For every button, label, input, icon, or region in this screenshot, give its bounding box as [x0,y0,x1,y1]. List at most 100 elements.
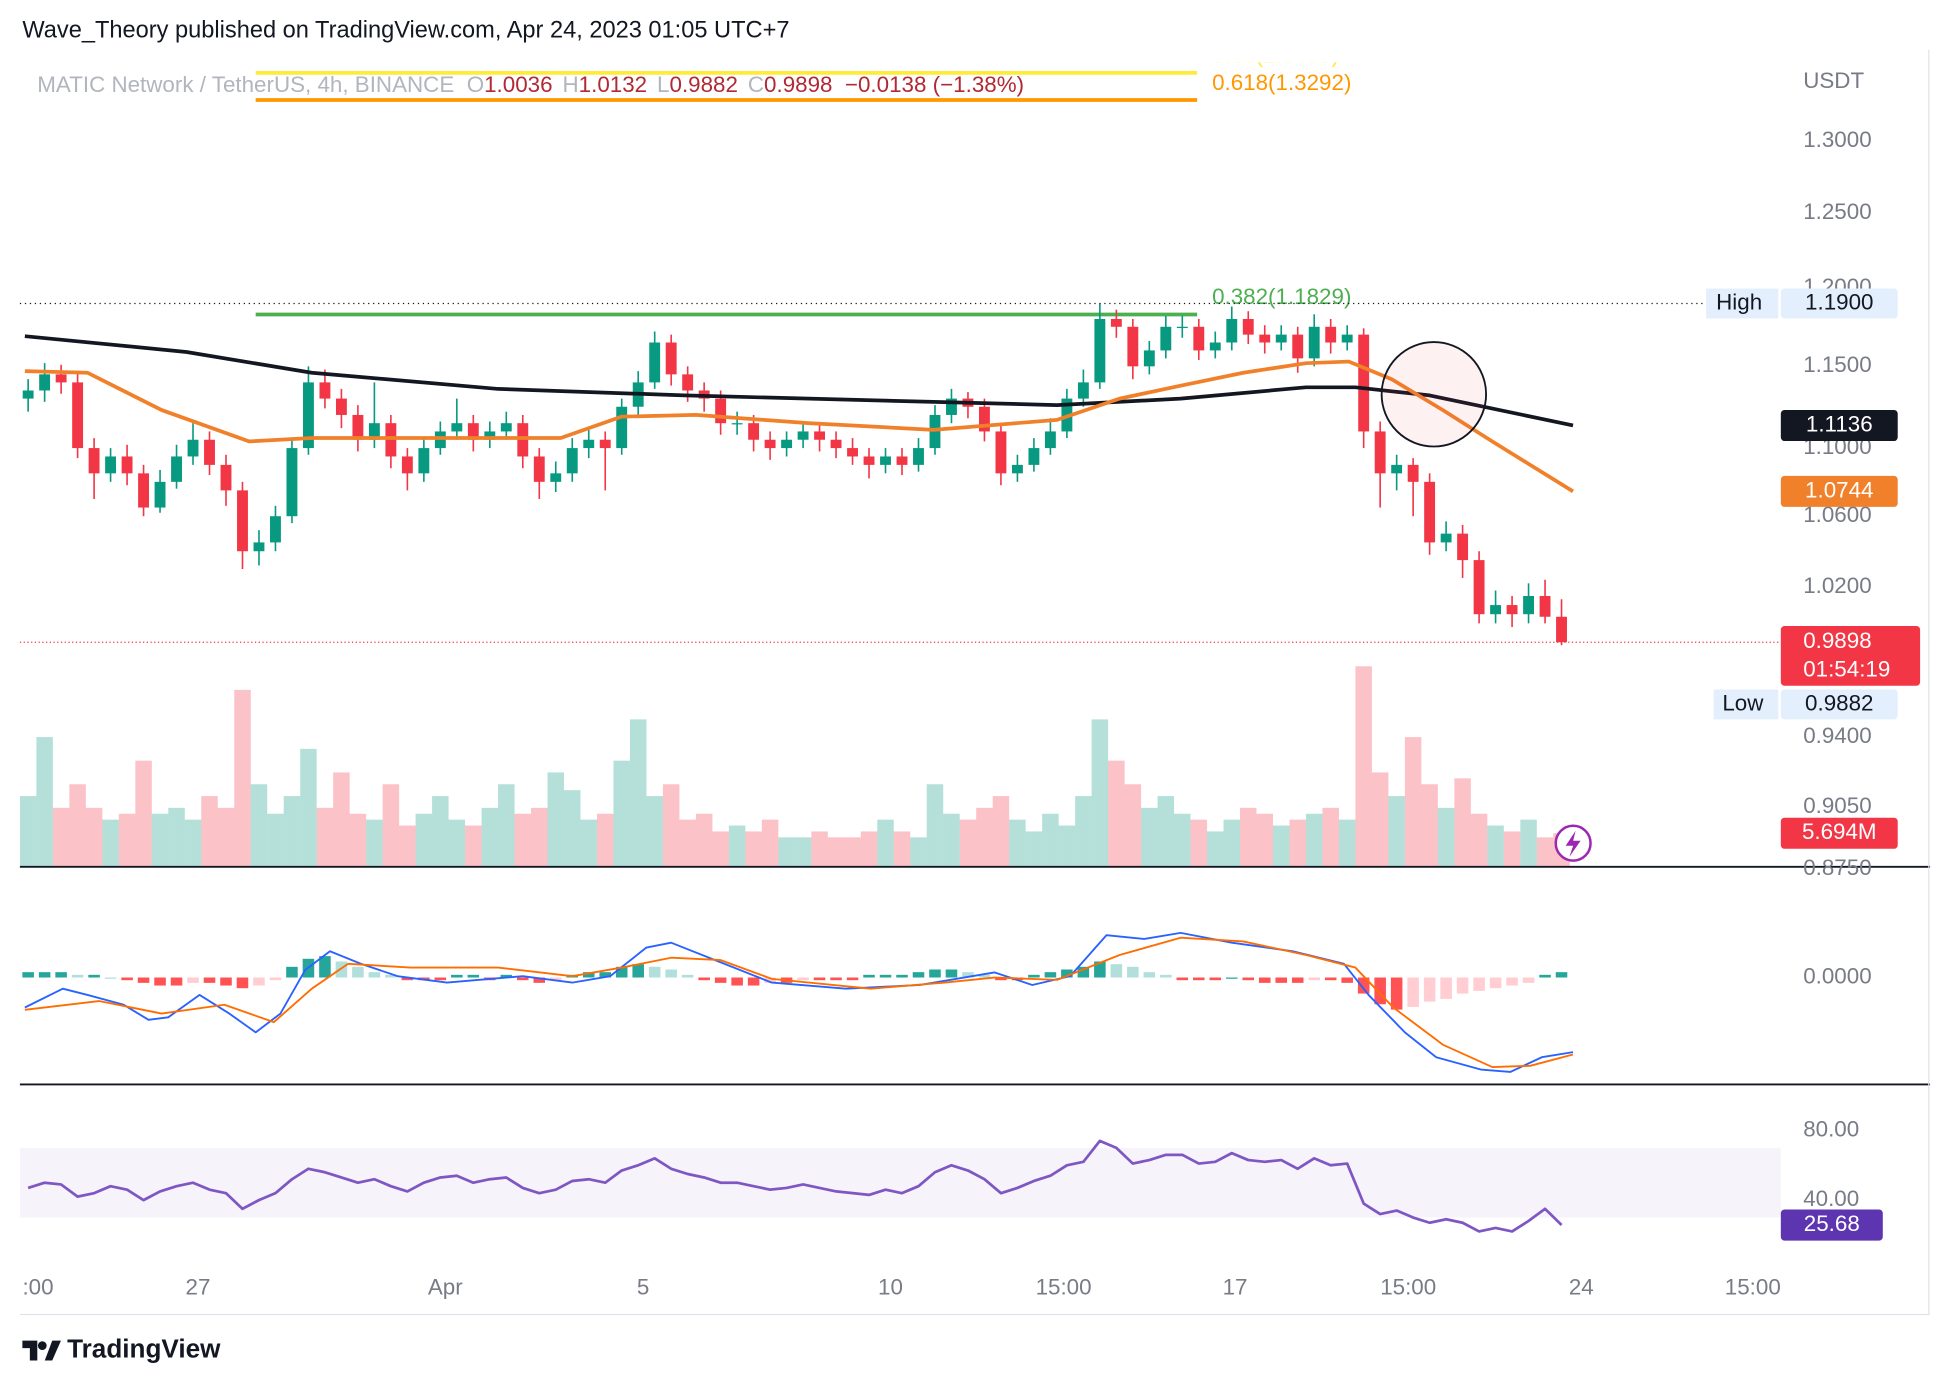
volume-bar [811,831,828,867]
indicator-line [24,936,1574,1068]
candle-body [1424,481,1436,543]
label-bg [1713,689,1779,720]
macd-histogram-bar [1374,977,1386,1005]
macd-histogram-bar [863,974,875,978]
candle-body [451,423,463,432]
macd-histogram-bar [945,969,958,978]
ma-label-bg [1780,409,1898,442]
volume-bar [52,807,70,867]
macd-histogram-bar [846,977,859,981]
volume-bar [1338,819,1356,867]
volume-bar [514,813,532,867]
macd-histogram-bar [995,977,1007,981]
candle-body [665,342,677,375]
candle-body [39,374,51,391]
ma-last-value: 1.1136 [1806,411,1873,436]
volume-bar [1536,837,1554,867]
candle-body [1193,326,1205,351]
volume-bar [564,790,581,867]
volume-bar [992,796,1010,867]
volume-bar [1141,807,1158,867]
volume-bar [1042,813,1059,867]
candle-body [1391,464,1403,474]
ma-last-value: 1.0744 [1805,477,1873,502]
x-tick-label: 17 [1223,1274,1248,1299]
macd-histogram-bar [467,974,480,978]
macd-histogram-bar [533,977,546,983]
volume-bar [1371,772,1389,867]
volume-bar [613,760,630,867]
candle-body [715,398,727,424]
candle-body [1176,326,1188,329]
candle-body [748,423,760,440]
macd-histogram-bar [698,977,710,981]
legend-item: O [467,72,484,97]
volume-bar [1487,825,1504,867]
volume-bar [1223,819,1241,867]
x-tick-label: 15:00 [1380,1274,1436,1299]
macd-histogram-bar [681,974,694,978]
price-pane: 0.65(1.3490)0.618(1.3292) 0.382(1.1829) [19,62,1574,867]
volume-bar [1157,796,1175,867]
macd-histogram-bar [286,966,298,978]
candle-body [1110,318,1122,327]
candle-body [1539,595,1551,617]
close-label-bg [1780,626,1921,686]
macd-histogram-bar [1028,974,1040,978]
legend-item: 1.0132 [579,72,647,97]
volume-bar [959,819,977,867]
indicator-line [27,1139,1563,1233]
x-tick-label: 15:00 [1725,1274,1781,1299]
volume-bar [1437,807,1455,867]
candle-body [204,439,215,465]
macd-histogram-bar [22,972,34,978]
candle-body [616,406,628,449]
candle-body [1440,533,1452,543]
label-bg [1780,689,1898,720]
volume-bar [1240,807,1257,867]
fib-label: 0.618(1.3292) [1212,70,1351,95]
candle-body [814,431,826,440]
macd-histogram-bar [632,964,644,978]
candle-body [302,382,314,449]
macd-histogram-bar [137,977,150,983]
candle-body [1374,431,1386,474]
macd-histogram-bar [582,972,595,978]
candle-body [797,431,809,440]
macd-histogram-bar [335,961,348,978]
macd-histogram-bar [648,966,661,978]
macd-histogram-bar [236,977,249,989]
volume-bar [1322,807,1339,867]
macd-histogram-bar [1044,972,1057,978]
macd-histogram-bar [71,974,84,978]
candle-body [995,431,1007,474]
macd-histogram-bar [1077,966,1090,978]
legend-item: −0.0138 (−1.38%) [845,72,1024,97]
volume-bar [926,784,944,867]
macd-histogram-bar [929,969,941,978]
macd-histogram-bar [1143,972,1156,978]
macd-histogram-bar [962,972,974,978]
label-bg [1706,288,1779,319]
candle-body [1473,560,1485,615]
volume-bar [646,796,663,867]
volume-bar [596,813,614,867]
legend: MATIC Network / TetherUS, 4h, BINANCE O1.… [37,72,1024,97]
candle-body [880,456,891,465]
candle-body [105,456,117,474]
y-tick-label: 40.00 [1803,1186,1859,1211]
macd-histogram-bar [912,972,925,978]
candle-body [550,473,562,482]
volume-bar [135,760,152,867]
candle-body [500,423,512,432]
countdown: 01:54:19 [1803,657,1890,682]
macd-histogram-bar [1209,977,1222,981]
x-tick-label: 5 [637,1274,649,1299]
candle-body [1127,326,1139,367]
legend-item: 1.0036 [484,72,552,97]
alert-icon[interactable] [1554,824,1592,862]
macd-histogram-bar [549,977,562,981]
candle-body [1275,334,1287,343]
macd-histogram-bar [269,977,282,981]
